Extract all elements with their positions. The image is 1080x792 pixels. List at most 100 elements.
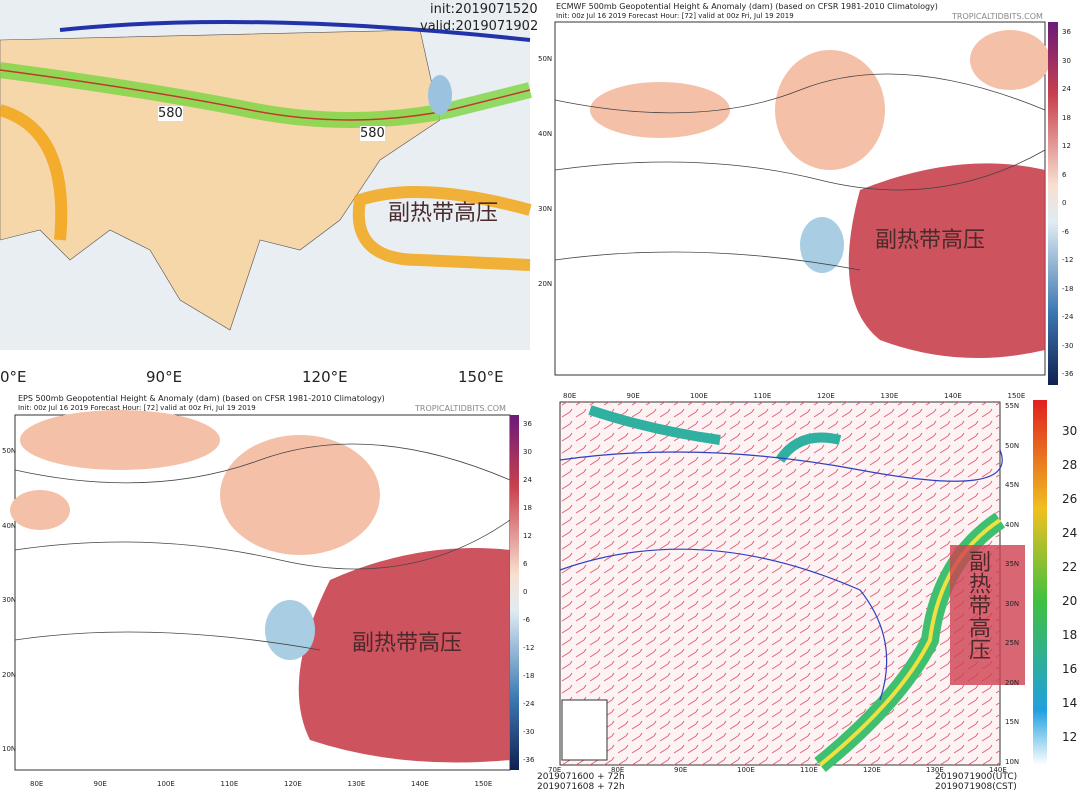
lon-label: 130E <box>926 766 944 774</box>
lat-label: 50N <box>538 55 553 63</box>
map-bottom-right <box>559 400 1047 772</box>
panel-title: ECMWF 500mb Geopotential Height & Anomal… <box>556 2 938 11</box>
lon-label: 110E <box>800 766 818 774</box>
footer-text: 2019071908(CST) <box>935 782 1017 792</box>
lon-label: 100E <box>737 766 755 774</box>
init-text: init:2019071520 <box>430 2 538 17</box>
lat-label: 10N <box>1005 757 1020 766</box>
lat-label: 10N <box>2 745 17 753</box>
lon-label: 120°E <box>302 368 348 386</box>
contour-label: 580 <box>360 126 385 141</box>
lon-label: 70E <box>548 766 562 774</box>
lon-label: 90E <box>674 766 688 774</box>
lon-label: 80E <box>30 780 44 788</box>
panel-title: EPS 500mb Geopotential Height & Anomaly … <box>18 394 385 403</box>
lon-label: 90E <box>93 780 107 788</box>
footer-text: 2019071600 + 72h <box>537 772 625 782</box>
lon-label: 120E <box>863 766 881 774</box>
lon-label: 90°E <box>146 368 183 386</box>
map-top-right <box>554 21 1058 385</box>
colorbar-label: 0 <box>1062 199 1067 207</box>
lon-label: 140E <box>944 392 962 400</box>
lon-label: 120E <box>284 780 302 788</box>
lon-label: 150E <box>1007 392 1026 400</box>
lat-label: 40N <box>2 521 17 530</box>
lat-label: 20N <box>1005 678 1020 687</box>
footer-text: 2019071900(UTC) <box>935 772 1018 782</box>
lon-label: 100E <box>157 780 175 788</box>
lon-label: 80E <box>563 392 577 400</box>
lon-label: 130E <box>880 392 899 400</box>
lon-label: 80E <box>611 766 625 774</box>
lon-label: 110E <box>220 780 239 788</box>
credit: TROPICALTIDBITS.COM <box>415 404 506 413</box>
lon-label: 120E <box>817 392 835 400</box>
colorbar-label: 12 <box>523 532 532 540</box>
colorbar-label: 24 <box>523 476 532 484</box>
colorbar-label: 30 <box>1062 56 1071 65</box>
colorbar-label: -18 <box>1062 284 1074 293</box>
lat-label: 30N <box>1005 599 1020 608</box>
colorbar-label: 24 <box>1062 526 1078 540</box>
annotation: 副热带高压 <box>352 631 463 656</box>
lat-label: 20N <box>538 280 553 288</box>
lat-label: 30N <box>538 205 553 213</box>
credit: TROPICALTIDBITS.COM <box>952 12 1043 21</box>
colorbar-label: -12 <box>1062 256 1074 264</box>
colorbar-label: 30 <box>1062 424 1078 438</box>
colorbar-label: -24 <box>1062 313 1074 321</box>
colorbar-label: 0 <box>523 588 528 596</box>
colorbar-label: -36 <box>523 756 535 764</box>
lon-label: 110E <box>753 392 772 400</box>
valid-text: valid:2019071902 <box>420 19 539 34</box>
annotation: 副热带高压 <box>875 228 986 253</box>
colorbar-label: 18 <box>1062 628 1078 642</box>
colorbar-label: 28 <box>1062 458 1078 472</box>
colorbar-label: -30 <box>523 728 535 736</box>
colorbar-label: -6 <box>1062 227 1069 236</box>
lon-label: 150E <box>474 780 493 788</box>
colorbar-label: -24 <box>523 700 535 708</box>
lat-label: 55N <box>1005 402 1020 410</box>
colorbar-label: 36 <box>1062 28 1071 36</box>
lat-label: 25N <box>1005 639 1020 647</box>
colorbar-label: 6 <box>523 560 528 568</box>
colorbar-label: 20 <box>1062 594 1078 608</box>
colorbar-label: 24 <box>1062 85 1071 93</box>
colorbar-label: -6 <box>523 616 530 624</box>
colorbar-label: 22 <box>1062 560 1078 574</box>
map-top-left <box>0 0 532 350</box>
colorbar-label: 30 <box>523 448 532 456</box>
lon-label: 130E <box>347 780 366 788</box>
colorbar-label: 36 <box>523 420 532 428</box>
lat-label: 40N <box>538 130 553 138</box>
lat-label: 45N <box>1005 481 1020 489</box>
lat-label: 30N <box>2 596 17 604</box>
annotation: 副热带高压 <box>965 550 990 660</box>
colorbar-label: -18 <box>523 672 535 680</box>
lon-label: 140E <box>989 766 1007 774</box>
map-bottom-left <box>10 410 519 771</box>
lon-label: 100E <box>690 392 708 400</box>
lat-label: 40N <box>1005 520 1020 529</box>
colorbar-label: -12 <box>523 644 535 652</box>
lat-label: 35N <box>1005 560 1020 568</box>
colorbar-label: -36 <box>1062 370 1074 378</box>
lat-label: 15N <box>1005 718 1020 726</box>
colorbar-label: 12 <box>1062 142 1071 150</box>
colorbar-label: 18 <box>523 504 532 512</box>
colorbar-label: 26 <box>1062 492 1078 506</box>
colorbar-label: 12 <box>1062 730 1078 744</box>
lon-label: 90E <box>626 392 640 400</box>
lat-label: 50N <box>2 447 17 455</box>
colorbar-label: 6 <box>1062 170 1067 179</box>
panel-subtitle: Init: 00z Jul 16 2019 Forecast Hour: [72… <box>18 404 256 412</box>
colorbar-label: 14 <box>1062 696 1078 710</box>
colorbar-label: -30 <box>1062 341 1074 350</box>
footer-text: 2019071608 + 72h <box>537 782 625 792</box>
lat-label: 50N <box>1005 441 1020 450</box>
lon-label: 0°E <box>0 368 27 386</box>
lat-label: 20N <box>2 670 17 679</box>
